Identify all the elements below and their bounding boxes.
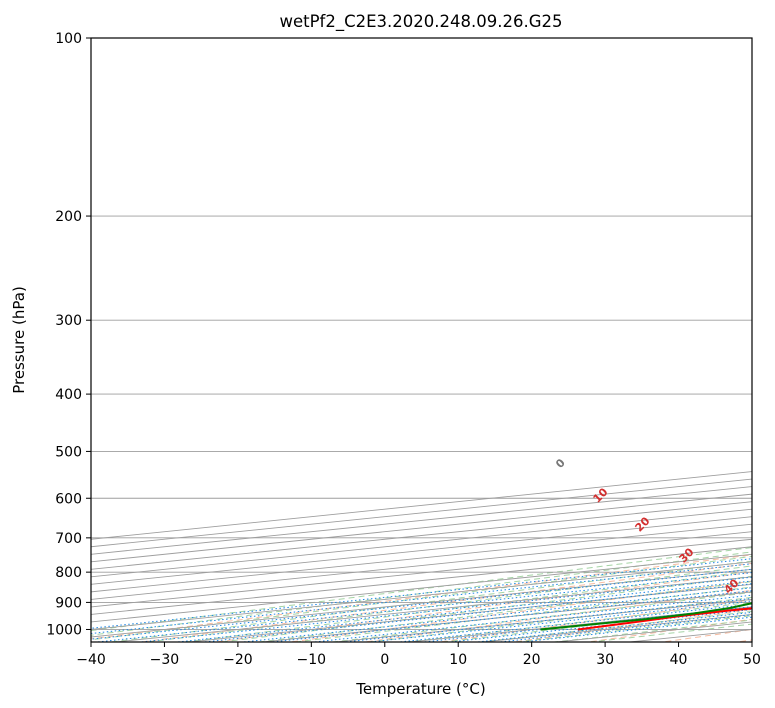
y-tick-label: 800 — [55, 565, 82, 581]
y-tick-label: 400 — [55, 387, 82, 403]
isotherm-line — [91, 501, 752, 570]
y-tick-label: 700 — [55, 531, 82, 547]
isotherm-line — [91, 538, 752, 608]
isotherm-line — [91, 493, 752, 563]
y-axis: 100 200 300 400 500 600 700 800 900 1000 — [46, 31, 91, 638]
x-tick-label: 30 — [596, 652, 614, 668]
x-tick-label: −10 — [297, 652, 327, 668]
plot-frame — [90, 37, 753, 643]
mixing-ratio-line — [340, 597, 752, 642]
chart-title: wetPf2_C2E3.2020.248.09.26.G25 — [279, 12, 562, 32]
x-tick-label: −40 — [76, 652, 106, 668]
y-tick-label: 500 — [55, 444, 82, 460]
x-tick-label: −30 — [150, 652, 180, 668]
y-axis-title: Pressure (hPa) — [10, 286, 28, 394]
isotherm-line — [91, 516, 752, 585]
y-tick-label: 100 — [55, 31, 82, 47]
x-axis: −40 −30 −20 −10 0 10 20 30 40 50 — [76, 642, 761, 668]
mixing-ratio-lines — [91, 558, 752, 642]
x-tick-label: 50 — [743, 652, 761, 668]
y-tick-label: 300 — [55, 313, 82, 329]
x-tick-label: 0 — [380, 652, 389, 668]
isotherm-line — [91, 531, 752, 600]
isotherm-line — [91, 508, 752, 578]
y-tick-label: 600 — [55, 491, 82, 507]
mixing-ratio-line — [91, 558, 752, 629]
isotherm-lines — [91, 471, 752, 642]
y-tick-label: 1000 — [46, 622, 82, 638]
x-tick-label: −20 — [223, 652, 253, 668]
y-tick-label: 900 — [55, 595, 82, 611]
x-tick-label: 10 — [449, 652, 467, 668]
mixing-ratio-line — [267, 590, 752, 642]
mixing-ratio-line — [309, 594, 752, 642]
mixing-ratio-line — [364, 600, 752, 642]
x-tick-label: 40 — [670, 652, 688, 668]
plot-area: 0.10.20.40.611.52346810131620253036-100-… — [91, 38, 752, 642]
isobar-gridlines — [91, 38, 752, 630]
isotherm-line — [91, 478, 752, 548]
isotherm-line — [91, 486, 752, 555]
x-axis-title: Temperature (°C) — [355, 680, 485, 698]
y-tick-label: 200 — [55, 209, 82, 225]
isotherm-line — [91, 523, 752, 593]
x-tick-label: 20 — [523, 652, 541, 668]
